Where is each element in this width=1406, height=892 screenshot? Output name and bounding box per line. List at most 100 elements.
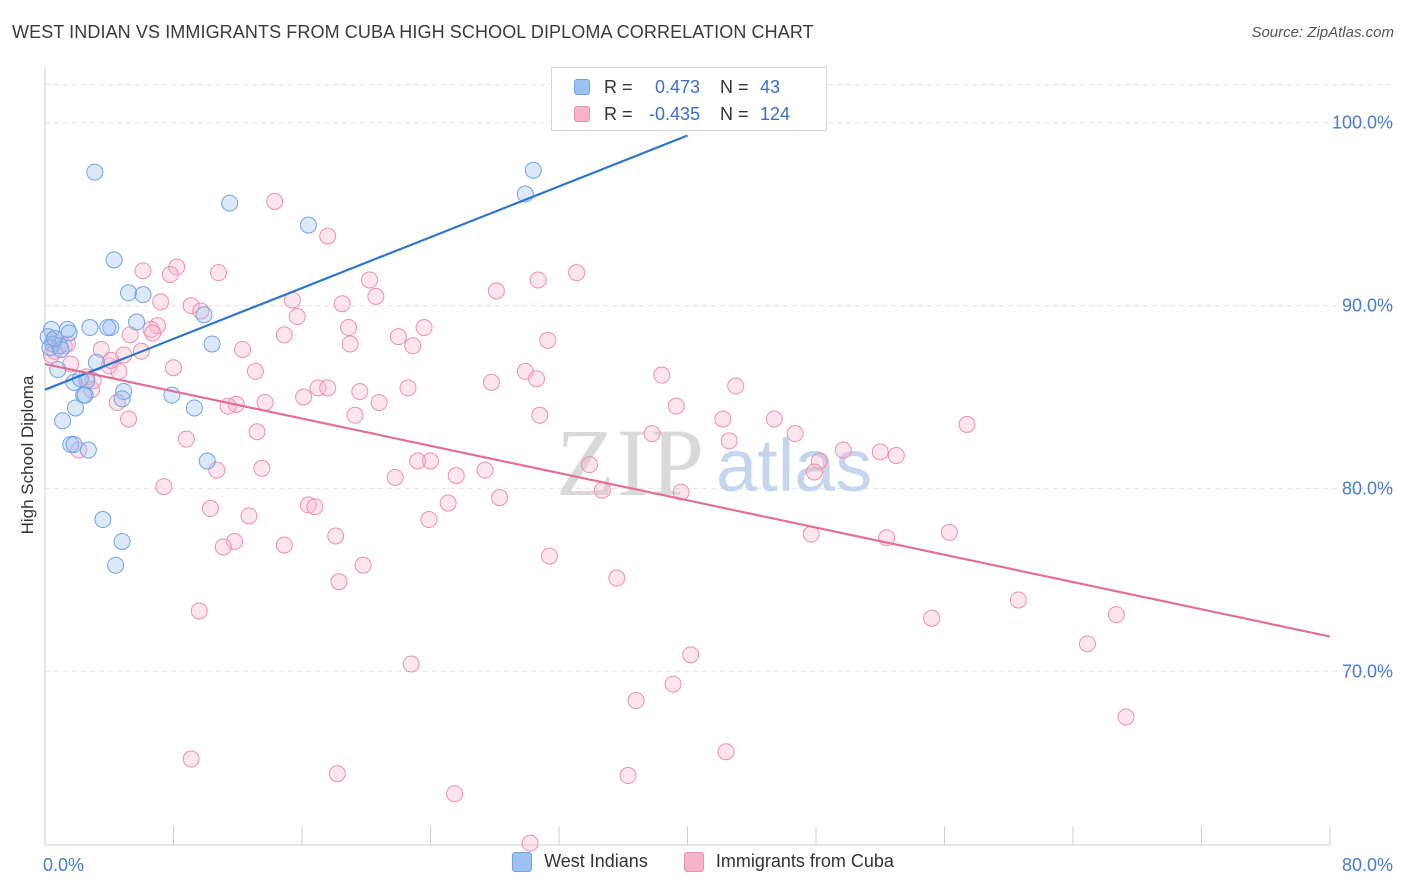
west-indian-point <box>67 399 85 417</box>
west-indian-point <box>221 194 239 212</box>
cuba-point <box>295 388 313 406</box>
cuba-point <box>319 227 337 245</box>
west-indians-legend-label: West Indians <box>544 851 648 871</box>
cuba-points <box>42 192 1135 852</box>
west-indian-point <box>115 383 133 401</box>
west-indians-legend-swatch <box>512 851 533 872</box>
cuba-point <box>1078 635 1096 653</box>
west-indian-point <box>107 556 125 574</box>
cuba-point <box>487 282 505 300</box>
cuba-point <box>476 461 494 479</box>
cuba-point <box>354 556 372 574</box>
cuba-point <box>672 483 690 501</box>
cuba-point <box>446 785 464 803</box>
cuba-point <box>608 569 626 587</box>
cuba-point <box>214 538 232 556</box>
west-indian-point <box>120 284 138 302</box>
cuba-point <box>275 326 293 344</box>
cuba-point <box>306 498 324 516</box>
legend-item-cuba[interactable]: Immigrants from Cuba <box>683 851 894 872</box>
series-legend: West Indians Immigrants from Cuba <box>0 851 1406 872</box>
cuba-point <box>529 271 547 289</box>
cuba-point <box>256 393 274 411</box>
cuba-point <box>539 331 557 349</box>
cuba-point <box>765 410 783 428</box>
cuba-point <box>182 750 200 768</box>
r-label: R = <box>604 76 633 97</box>
cuba-point <box>340 319 358 337</box>
cuba-point <box>333 295 351 313</box>
cuba-point <box>319 379 337 397</box>
n-value: 124 <box>760 103 791 124</box>
cuba-point <box>439 494 457 512</box>
cuba-point <box>84 372 102 390</box>
cuba-swatch <box>574 106 590 122</box>
r-value: -0.435 <box>648 103 700 124</box>
cuba-point <box>370 393 388 411</box>
cuba-legend-swatch <box>683 851 704 872</box>
cuba-point <box>177 430 195 448</box>
cuba-point <box>182 297 200 315</box>
cuba-point <box>720 432 738 450</box>
cuba-legend-label: Immigrants from Cuba <box>715 851 894 871</box>
cuba-point <box>653 366 671 384</box>
cuba-point <box>593 481 611 499</box>
west-indian-point <box>99 319 117 337</box>
cuba-point <box>341 335 359 353</box>
cuba-point <box>327 527 345 545</box>
x-tick-label-max: 80.0% <box>1342 855 1393 875</box>
cuba-point <box>409 452 427 470</box>
cuba-point <box>1107 606 1125 624</box>
correlation-legend: R = 0.473 N = 43 R = -0.435 N = 124 <box>551 67 827 131</box>
cuba-point <box>134 262 152 280</box>
cuba-point <box>120 410 138 428</box>
r-value: 0.473 <box>654 76 700 97</box>
cuba-point <box>234 340 252 358</box>
cuba-point <box>330 573 348 591</box>
cuba-point <box>415 319 433 337</box>
y-tick-label: 80.0% <box>1342 478 1393 498</box>
cuba-point <box>144 324 162 342</box>
n-value: 43 <box>760 76 781 97</box>
west-indian-points <box>39 161 542 574</box>
x-tick-label-min: 0.0% <box>43 855 84 875</box>
y-tick-label: 70.0% <box>1342 661 1393 681</box>
cuba-point <box>309 379 327 397</box>
cuba-point <box>619 767 637 785</box>
chart-title: WEST INDIAN VS IMMIGRANTS FROM CUBA HIGH… <box>12 22 814 42</box>
west-indian-point <box>94 511 112 529</box>
cuba-point <box>528 370 546 388</box>
n-label: N = <box>720 103 749 124</box>
y-tick-label: 100.0% <box>1332 113 1393 133</box>
west-indian-point <box>46 329 64 347</box>
west-indian-point <box>113 532 131 550</box>
cuba-point <box>871 443 889 461</box>
cuba-point <box>367 287 385 305</box>
cuba-point <box>201 500 219 518</box>
cuba-point <box>810 452 828 470</box>
cuba-point <box>246 362 264 380</box>
west-indian-point <box>65 436 83 454</box>
cuba-point <box>805 463 823 481</box>
cuba-point <box>168 258 186 276</box>
west-indian-point <box>134 286 152 304</box>
legend-item-west-indians[interactable]: West Indians <box>512 851 648 872</box>
cuba-point <box>1117 708 1135 726</box>
west-indian-point <box>76 386 94 404</box>
cuba-point <box>786 425 804 443</box>
west-indians-trend-line <box>44 134 688 391</box>
west-indian-point <box>49 361 67 379</box>
cuba-point <box>209 264 227 282</box>
cuba-point <box>714 410 732 428</box>
cuba-point <box>299 496 317 514</box>
cuba-point <box>389 328 407 346</box>
legend-row-cuba: R = -0.435 N = 124 <box>574 102 790 126</box>
cuba-point <box>940 523 958 541</box>
cuba-trend-line <box>44 363 1331 638</box>
west-indian-point <box>299 216 317 234</box>
cuba-point <box>328 765 346 783</box>
cuba-point <box>92 340 110 358</box>
gridlines <box>45 83 1395 672</box>
cuba-point <box>219 397 237 415</box>
